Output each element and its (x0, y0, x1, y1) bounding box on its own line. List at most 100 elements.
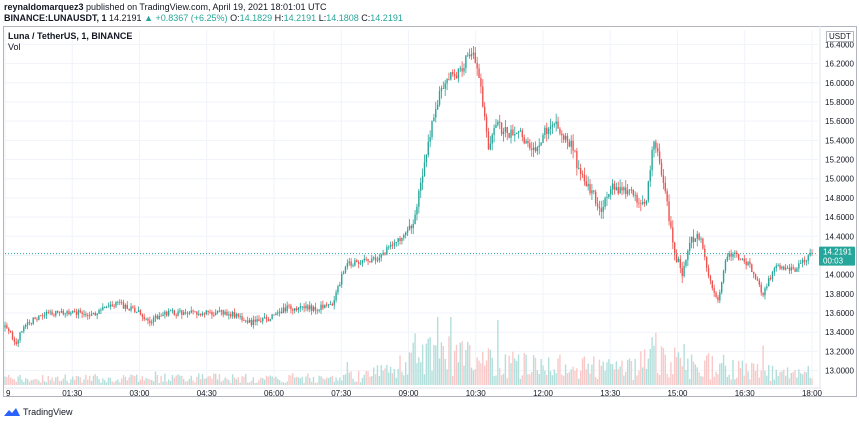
volume-bar (666, 373, 668, 385)
volume-bar (24, 378, 27, 385)
price-tag-countdown: 00:03 (823, 257, 844, 266)
volume-bar (756, 364, 759, 385)
candle-body (459, 68, 461, 70)
author-name[interactable]: reynaldomarquez3 (4, 2, 84, 12)
time-axis: 9 01:30 03:00 04:30 06:00 07:30 09:00 10:30 12:0… (5, 387, 823, 398)
volume-bar (19, 374, 21, 385)
volume-bar (702, 376, 704, 385)
candle-body (736, 252, 738, 255)
candle-body (327, 304, 330, 306)
volume-bar (226, 378, 228, 385)
candle-body (775, 265, 777, 269)
volume-bar (115, 380, 117, 385)
candle-body (216, 310, 219, 313)
candle-body (803, 259, 806, 262)
volume-bars (4, 317, 813, 385)
volume-bar (367, 371, 369, 385)
volume-bar (267, 376, 270, 385)
volume-bar (299, 378, 302, 385)
volume-bar (386, 364, 388, 385)
candle-body (702, 238, 704, 249)
volume-bar (510, 363, 512, 385)
candle-body (132, 306, 134, 308)
volume-bar (478, 360, 480, 385)
candle-body (49, 311, 51, 313)
volume-bar (11, 378, 14, 385)
volume-bar (88, 375, 91, 385)
volume-bar (679, 357, 682, 385)
candle-body (363, 258, 365, 261)
volume-bar (320, 376, 322, 385)
x-tick-label: 10:30 (466, 389, 487, 398)
volume-bar (591, 364, 593, 385)
volume-bar (75, 376, 78, 385)
volume-bar (365, 370, 367, 385)
candle-body (348, 261, 350, 264)
volume-bar (85, 374, 87, 385)
x-tick-label: 12:00 (533, 389, 554, 398)
candle-body (263, 317, 266, 319)
candle-body (333, 300, 335, 306)
candle-body (649, 170, 651, 182)
candle-body (497, 121, 499, 125)
volume-bar (17, 376, 19, 385)
volume-bar (732, 360, 734, 385)
candle-body (237, 314, 239, 317)
candle-body (574, 150, 576, 152)
candle-body (139, 310, 142, 315)
candle-body (154, 315, 157, 318)
volume-bar (34, 379, 36, 385)
candle-body (713, 288, 715, 293)
volume-bar (273, 377, 275, 385)
candle-body (758, 280, 761, 285)
volume-bar (739, 368, 742, 385)
volume-bar (216, 379, 219, 385)
candle-body (446, 78, 448, 84)
candle-body (250, 319, 253, 326)
volume-bar (681, 366, 683, 385)
footer-brand[interactable]: TradingView (23, 407, 73, 417)
last-price: 14.2191 (109, 13, 142, 23)
volume-bar (156, 374, 159, 385)
candle-body (578, 168, 580, 169)
candle-body (273, 314, 275, 316)
volume-bar (685, 369, 687, 385)
volume-bar (90, 380, 93, 385)
volume-bar (164, 373, 166, 385)
volume-bar (137, 381, 140, 385)
candle-body (147, 318, 149, 321)
ohlc-legend: BINANCE:LUNAUSDT, 1 14.2191 ▲ +0.8367 (+… (4, 13, 403, 23)
candle-body (68, 311, 70, 315)
footer: TradingView (4, 407, 73, 417)
candle-body (395, 241, 397, 244)
symbol-name: BINANCE:LUNAUSDT, 1 (4, 13, 107, 23)
volume-label: Vol (8, 42, 21, 52)
volume-bar (553, 369, 555, 385)
volume-bar (630, 361, 633, 385)
candle-body (547, 128, 550, 134)
candle-body (683, 265, 685, 277)
candle-body (689, 242, 691, 251)
candle-body (632, 189, 634, 196)
volume-bar (309, 377, 311, 385)
volume-bar (139, 379, 142, 385)
volume-bar (719, 363, 721, 385)
candle-body (523, 136, 525, 144)
currency-button[interactable]: USDT (826, 31, 854, 42)
volume-bar (423, 374, 426, 385)
volume-bar (615, 361, 618, 385)
candle-body (408, 225, 411, 231)
candle-body (145, 318, 147, 320)
volume-bar (122, 374, 125, 385)
volume-bar (401, 371, 403, 385)
volume-bar (64, 374, 66, 385)
candle-body (737, 254, 740, 260)
volume-bar (786, 367, 789, 385)
candle-body (58, 312, 61, 314)
volume-bar (62, 378, 65, 385)
volume-bar (480, 363, 482, 385)
candle-body (124, 304, 127, 309)
volume-bar (675, 357, 678, 385)
candle-body (517, 131, 520, 133)
